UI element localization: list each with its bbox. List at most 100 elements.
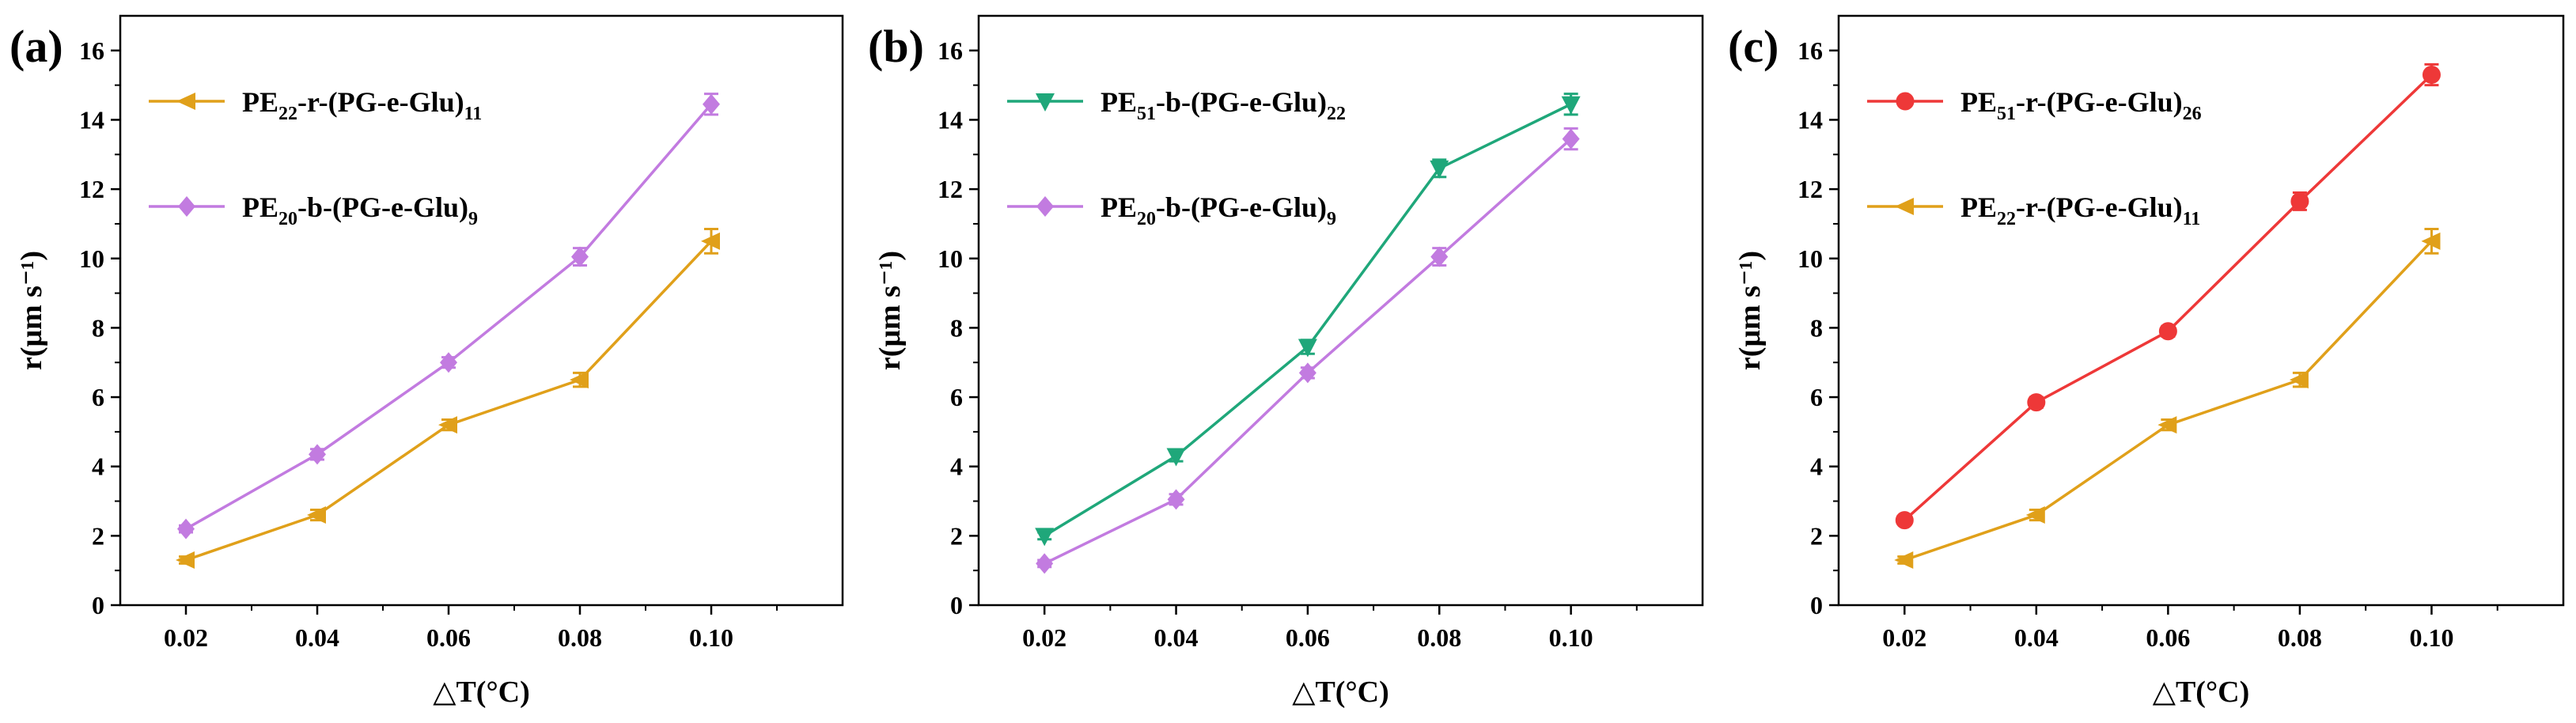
data-point xyxy=(1561,96,1581,115)
data-point xyxy=(2290,191,2309,210)
x-tick-label: 0.08 xyxy=(1417,623,1461,652)
y-tick-label: 2 xyxy=(950,521,963,550)
y-tick-label: 12 xyxy=(938,175,963,203)
y-tick-label: 8 xyxy=(950,313,963,342)
legend-entry: PE22-r-(PG-e-Glu)11 xyxy=(149,86,482,124)
data-point xyxy=(2027,393,2046,412)
data-point xyxy=(309,444,326,465)
data-point xyxy=(438,416,457,434)
y-tick-label: 12 xyxy=(79,175,104,203)
legend-marker xyxy=(176,93,195,110)
x-tick-label: 0.10 xyxy=(689,623,733,652)
y-tick-label: 0 xyxy=(92,591,104,619)
x-tick-label: 0.08 xyxy=(558,623,602,652)
legend-marker xyxy=(1036,196,1054,217)
data-point xyxy=(701,232,720,250)
legend-entry: PE20-b-(PG-e-Glu)9 xyxy=(1007,191,1336,229)
x-tick-label: 0.04 xyxy=(295,623,339,652)
series-1 xyxy=(1894,228,2441,570)
series-0 xyxy=(1035,93,1581,547)
y-tick-label: 6 xyxy=(1810,383,1823,411)
legend-label: PE51-b-(PG-e-Glu)22 xyxy=(1100,86,1346,124)
legend-entry: PE51-b-(PG-e-Glu)22 xyxy=(1007,86,1346,124)
legend-entry: PE22-r-(PG-e-Glu)11 xyxy=(1867,191,2200,229)
data-point xyxy=(1430,246,1449,267)
legend-marker xyxy=(1896,92,1915,111)
y-tick-label: 8 xyxy=(1810,313,1823,342)
data-point xyxy=(1895,511,1914,530)
series-1 xyxy=(177,93,720,539)
y-tick-label: 16 xyxy=(938,36,963,65)
data-point xyxy=(570,371,589,389)
series-1 xyxy=(1036,127,1580,574)
legend-entry: PE51-r-(PG-e-Glu)26 xyxy=(1867,86,2202,124)
x-tick-label: 0.06 xyxy=(2146,623,2190,652)
data-point xyxy=(2025,506,2045,524)
y-tick-label: 14 xyxy=(938,105,963,134)
y-tick-label: 14 xyxy=(79,105,104,134)
data-point xyxy=(176,551,195,570)
data-point xyxy=(1167,489,1185,510)
legend-label: PE22-r-(PG-e-Glu)11 xyxy=(1960,191,2200,229)
data-point xyxy=(1166,448,1186,467)
data-point xyxy=(703,93,720,115)
data-point xyxy=(1430,160,1449,179)
y-tick-label: 2 xyxy=(92,521,104,550)
y-axis-title: r(μm s⁻¹) xyxy=(15,251,48,370)
legend-marker xyxy=(1036,93,1055,112)
y-tick-label: 4 xyxy=(92,452,104,481)
panel-label: (c) xyxy=(1728,21,1779,72)
series-0 xyxy=(1895,62,2441,530)
y-axis-title: r(μm s⁻¹) xyxy=(873,251,907,370)
x-tick-label: 0.02 xyxy=(164,623,208,652)
x-tick-label: 0.06 xyxy=(1286,623,1330,652)
data-point xyxy=(1035,528,1055,547)
data-point xyxy=(440,352,457,373)
series-line xyxy=(1904,74,2433,521)
x-tick-label: 0.10 xyxy=(1549,623,1593,652)
y-tick-label: 16 xyxy=(79,36,104,65)
data-point xyxy=(2157,416,2177,434)
y-tick-label: 0 xyxy=(1810,591,1823,619)
data-point xyxy=(2422,66,2441,84)
data-point xyxy=(1894,551,1914,570)
y-tick-label: 4 xyxy=(950,452,963,481)
y-tick-label: 6 xyxy=(950,383,963,411)
legend-marker xyxy=(178,196,195,217)
x-tick-label: 0.02 xyxy=(1022,623,1066,652)
x-tick-label: 0.10 xyxy=(2409,623,2453,652)
legend-marker xyxy=(1895,198,1914,215)
x-tick-label: 0.08 xyxy=(2278,623,2322,652)
x-tick-label: 0.02 xyxy=(1882,623,1926,652)
y-tick-label: 8 xyxy=(92,313,104,342)
series-line xyxy=(1044,103,1572,537)
x-axis-title: △T(°C) xyxy=(433,676,530,709)
data-point xyxy=(1298,362,1316,384)
series-line xyxy=(185,240,713,562)
y-tick-label: 0 xyxy=(950,591,963,619)
y-tick-label: 10 xyxy=(938,244,963,273)
data-point xyxy=(2289,371,2309,389)
y-tick-label: 10 xyxy=(1798,244,1823,273)
series-line xyxy=(1904,240,2433,562)
y-tick-label: 10 xyxy=(79,244,104,273)
data-point xyxy=(1562,128,1580,150)
y-axis-title: r(μm s⁻¹) xyxy=(1733,251,1767,370)
plot-frame xyxy=(119,14,844,607)
chart-panel-b: 0 2 4 6 8 10 12 14 16 0.02 0.04 0.06 0.08 0.10 △T(°C) r… xyxy=(868,14,1704,709)
legend-entry: PE20-b-(PG-e-Glu)9 xyxy=(149,191,478,229)
legend-label: PE20-b-(PG-e-Glu)9 xyxy=(242,191,478,229)
x-axis-title: △T(°C) xyxy=(1292,676,1389,709)
data-point xyxy=(1297,339,1317,358)
y-tick-label: 4 xyxy=(1810,452,1823,481)
legend-label: PE51-r-(PG-e-Glu)26 xyxy=(1960,86,2202,124)
x-tick-label: 0.06 xyxy=(426,623,471,652)
y-tick-label: 6 xyxy=(92,383,104,411)
y-tick-label: 14 xyxy=(1798,105,1823,134)
data-point xyxy=(2421,232,2441,250)
legend-label: PE20-b-(PG-e-Glu)9 xyxy=(1100,191,1336,229)
data-point xyxy=(571,246,589,267)
data-point xyxy=(307,506,326,524)
